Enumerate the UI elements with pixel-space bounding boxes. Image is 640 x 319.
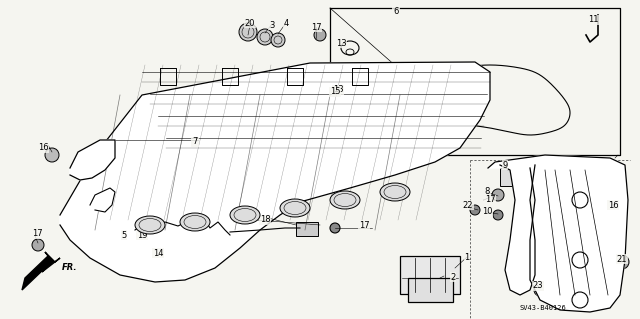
Text: 23: 23 bbox=[532, 281, 543, 291]
Text: 17: 17 bbox=[32, 229, 42, 239]
Polygon shape bbox=[70, 140, 115, 180]
Text: 9: 9 bbox=[502, 160, 508, 169]
Circle shape bbox=[470, 205, 480, 215]
Circle shape bbox=[534, 284, 546, 296]
Text: 8: 8 bbox=[484, 188, 490, 197]
Circle shape bbox=[615, 255, 629, 269]
Text: 17: 17 bbox=[484, 196, 495, 204]
Text: 21: 21 bbox=[617, 255, 627, 263]
FancyBboxPatch shape bbox=[408, 278, 453, 302]
Text: 17: 17 bbox=[310, 23, 321, 32]
Text: 10: 10 bbox=[482, 207, 492, 217]
Text: 13: 13 bbox=[336, 39, 346, 48]
Circle shape bbox=[314, 29, 326, 41]
Text: 15: 15 bbox=[330, 87, 340, 97]
Text: SV43-B40126: SV43-B40126 bbox=[520, 305, 567, 311]
Ellipse shape bbox=[330, 191, 360, 209]
Circle shape bbox=[492, 189, 504, 201]
Polygon shape bbox=[488, 155, 628, 312]
Text: 2: 2 bbox=[451, 272, 456, 281]
FancyBboxPatch shape bbox=[342, 118, 364, 132]
Text: 12: 12 bbox=[234, 213, 244, 222]
Polygon shape bbox=[90, 188, 115, 212]
Polygon shape bbox=[60, 62, 490, 282]
Text: 11: 11 bbox=[588, 16, 598, 25]
Circle shape bbox=[609, 203, 623, 217]
Polygon shape bbox=[22, 252, 60, 290]
FancyBboxPatch shape bbox=[400, 256, 460, 294]
Text: 3: 3 bbox=[269, 20, 275, 29]
Circle shape bbox=[257, 29, 273, 45]
Ellipse shape bbox=[135, 216, 165, 234]
Circle shape bbox=[493, 210, 503, 220]
Ellipse shape bbox=[230, 206, 260, 224]
FancyBboxPatch shape bbox=[296, 222, 318, 236]
Text: 16: 16 bbox=[608, 201, 618, 210]
Text: 16: 16 bbox=[38, 144, 48, 152]
Circle shape bbox=[141, 234, 149, 242]
FancyBboxPatch shape bbox=[500, 168, 525, 186]
Text: 7: 7 bbox=[192, 137, 198, 146]
Text: 17: 17 bbox=[358, 220, 369, 229]
Polygon shape bbox=[500, 165, 535, 295]
Text: 22: 22 bbox=[463, 201, 473, 210]
Ellipse shape bbox=[280, 199, 310, 217]
Ellipse shape bbox=[180, 213, 210, 231]
Circle shape bbox=[32, 239, 44, 251]
Text: 20: 20 bbox=[244, 19, 255, 27]
Text: 19: 19 bbox=[137, 231, 147, 240]
Circle shape bbox=[239, 23, 257, 41]
Circle shape bbox=[271, 33, 285, 47]
Text: 13: 13 bbox=[333, 85, 343, 94]
Text: 14: 14 bbox=[153, 249, 163, 257]
Circle shape bbox=[330, 223, 340, 233]
Text: 1: 1 bbox=[465, 254, 470, 263]
Text: 4: 4 bbox=[284, 19, 289, 28]
Text: 18: 18 bbox=[260, 216, 270, 225]
Text: 6: 6 bbox=[394, 6, 399, 16]
Text: 5: 5 bbox=[122, 231, 127, 240]
Text: FR.: FR. bbox=[62, 263, 77, 272]
Circle shape bbox=[45, 148, 59, 162]
Ellipse shape bbox=[380, 183, 410, 201]
